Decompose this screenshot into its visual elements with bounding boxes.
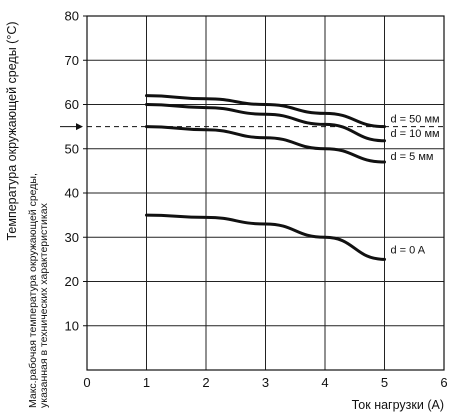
reference-line-group [60,123,444,131]
axes [83,15,445,371]
x-tick-label-4: 4 [321,375,328,390]
y-tick-label-30: 30 [65,230,79,245]
y-tick-label-60: 60 [65,97,79,112]
series-group: d = 50 мм d = 10 мм d = 5 мм d = 0 A [145,94,440,261]
grid [87,16,444,370]
tick-labels: 0 1 2 3 4 5 6 10 20 30 40 50 60 70 80 [65,9,448,391]
series-label-2: d = 5 мм [391,151,434,163]
y-tick-label-70: 70 [65,53,79,68]
y-tick-label-40: 40 [65,186,79,201]
x-tick-label-2: 2 [202,375,209,390]
series-label-3: d = 0 A [391,244,426,256]
x-tick-label-5: 5 [381,375,388,390]
x-tick-label-0: 0 [83,375,90,390]
y-tick-label-80: 80 [65,9,79,24]
series-line-2 [145,125,386,164]
series-line-0 [145,94,386,129]
series-label-1: d = 10 мм [391,128,440,140]
x-tick-label-1: 1 [143,375,150,390]
series-line-3 [145,213,386,261]
y-tick-label-20: 20 [65,274,79,289]
axis-titles: Ток нагрузки (A) Температура окружающей с… [5,21,444,412]
x-tick-label-3: 3 [262,375,269,390]
y-tick-label-50: 50 [65,141,79,156]
y-axis-title: Температура окружающей среды (°C) [5,21,19,240]
y-tick-label-10: 10 [65,318,79,333]
series-label-0: d = 50 мм [391,114,440,126]
x-tick-label-6: 6 [440,375,447,390]
x-axis-title: Ток нагрузки (A) [352,398,444,412]
reference-label-line-0: Макс.рабочая температура окружающей сред… [27,173,39,408]
reference-arrow-head [76,123,83,131]
reference-label-line-1: указанная в технических характеристиках [38,202,50,408]
series-line-1 [145,103,386,143]
